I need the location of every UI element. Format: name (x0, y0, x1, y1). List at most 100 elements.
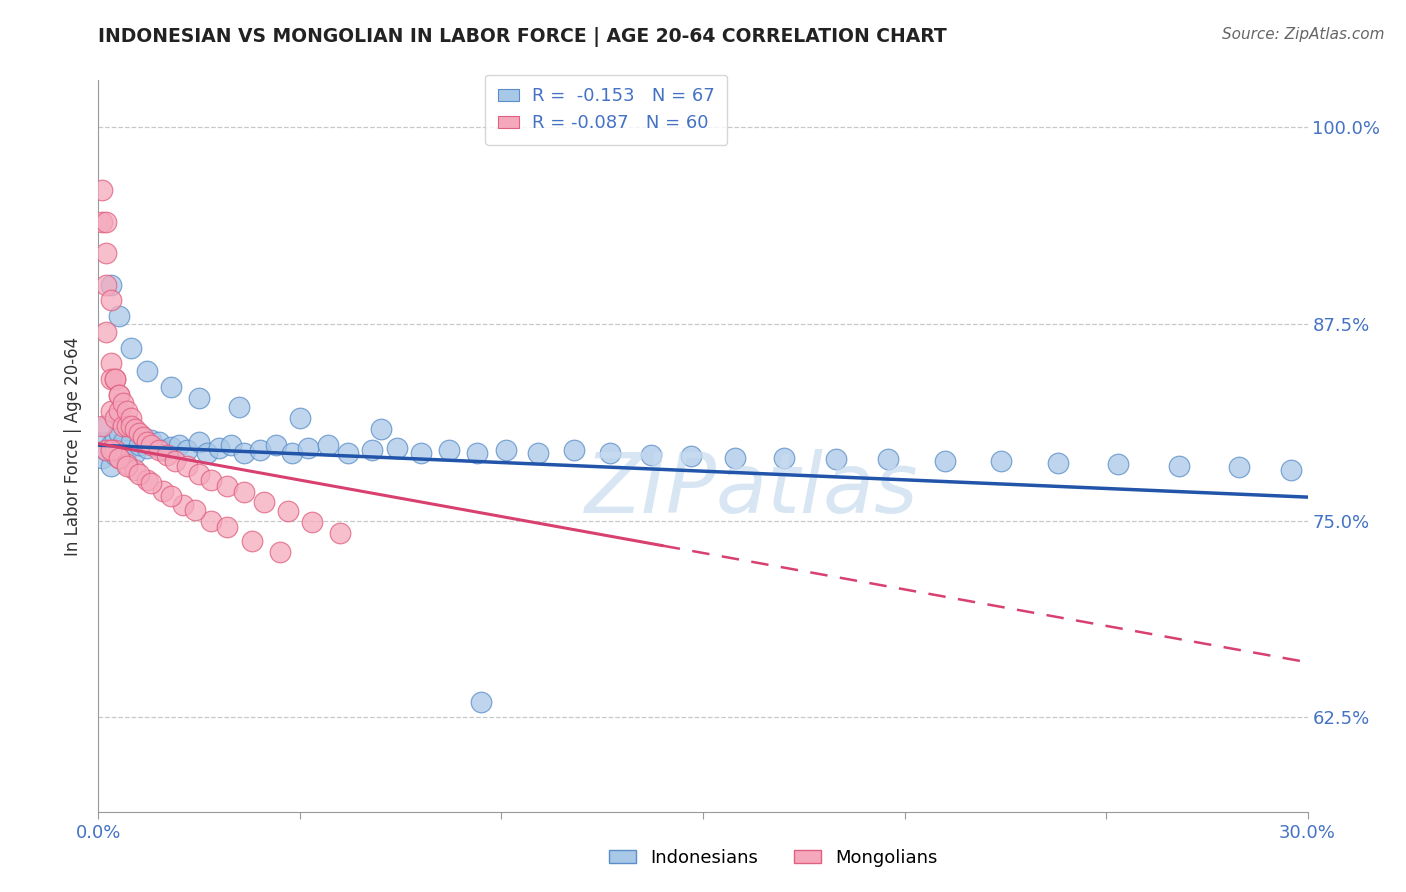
Point (361, 442, 384, 457)
Point (281, 446, 304, 460)
Point (132, 430, 155, 444)
Point (107, 310, 129, 324)
Point (200, 473, 222, 487)
Point (100, 403, 122, 417)
Point (188, 435, 211, 450)
Point (96, 419, 118, 434)
Point (163, 454, 186, 468)
Point (188, 391, 211, 405)
Point (103, 372, 125, 386)
Point (124, 422, 146, 436)
Point (640, 448, 662, 462)
Point (152, 442, 174, 457)
Point (176, 458, 198, 473)
Point (217, 479, 239, 493)
Point (385, 442, 408, 456)
Point (148, 442, 170, 457)
Point (100, 356, 122, 370)
Point (107, 450, 129, 465)
Point (128, 467, 150, 481)
Point (465, 446, 488, 460)
Point (825, 452, 848, 467)
Point (100, 372, 122, 386)
Point (188, 467, 211, 481)
Point (599, 446, 621, 460)
Point (934, 454, 956, 468)
Point (139, 438, 162, 452)
Point (240, 534, 263, 549)
Point (115, 457, 138, 471)
Y-axis label: In Labor Force | Age 20-64: In Labor Force | Age 20-64 (65, 336, 83, 556)
Point (269, 545, 291, 559)
Point (115, 442, 138, 457)
Text: Source: ZipAtlas.com: Source: ZipAtlas.com (1222, 27, 1385, 42)
Legend: Indonesians, Mongolians: Indonesians, Mongolians (602, 842, 945, 874)
Point (128, 425, 150, 440)
Point (526, 446, 548, 460)
Point (100, 293, 122, 308)
Point (115, 419, 138, 434)
Point (160, 440, 183, 454)
Point (208, 442, 231, 456)
Point (495, 442, 517, 457)
Point (135, 364, 157, 378)
Point (96, 215, 118, 229)
Point (111, 419, 134, 434)
Point (160, 380, 183, 394)
Point (200, 514, 222, 528)
Point (172, 498, 194, 512)
Point (990, 454, 1012, 468)
Point (96, 277, 118, 292)
Point (135, 442, 157, 456)
Point (148, 435, 170, 450)
Point (103, 432, 125, 446)
Point (100, 442, 122, 457)
Point (724, 450, 747, 465)
Point (167, 438, 190, 452)
Point (91, 435, 114, 450)
Point (100, 438, 122, 452)
Text: ZIPatlas: ZIPatlas (585, 450, 918, 531)
Point (228, 401, 250, 415)
Point (329, 526, 352, 541)
Point (111, 435, 134, 450)
Point (470, 695, 492, 709)
Point (91, 419, 114, 434)
Point (107, 388, 129, 402)
Point (91, 450, 114, 465)
Point (103, 442, 125, 457)
Point (103, 411, 125, 425)
Point (253, 495, 276, 509)
Point (217, 520, 239, 534)
Point (96, 442, 118, 457)
Point (156, 448, 179, 462)
Point (124, 446, 146, 460)
Point (316, 438, 339, 452)
Point (176, 442, 198, 457)
Point (679, 449, 702, 463)
Point (301, 516, 323, 530)
Point (1281, 463, 1303, 477)
Point (100, 442, 122, 457)
Point (100, 277, 122, 292)
Point (120, 435, 142, 450)
Point (135, 473, 157, 487)
Point (103, 372, 125, 386)
Point (264, 438, 287, 452)
Point (221, 438, 243, 452)
Point (1046, 456, 1069, 470)
Point (152, 483, 174, 498)
Point (100, 458, 122, 473)
Point (111, 449, 134, 463)
Point (139, 475, 162, 490)
Point (184, 502, 207, 516)
Point (120, 341, 142, 355)
Point (103, 448, 125, 462)
Point (297, 442, 319, 456)
Point (409, 446, 432, 460)
Point (1107, 457, 1129, 471)
Point (877, 452, 900, 467)
Point (91, 183, 114, 197)
Point (120, 419, 142, 434)
Point (107, 450, 129, 465)
